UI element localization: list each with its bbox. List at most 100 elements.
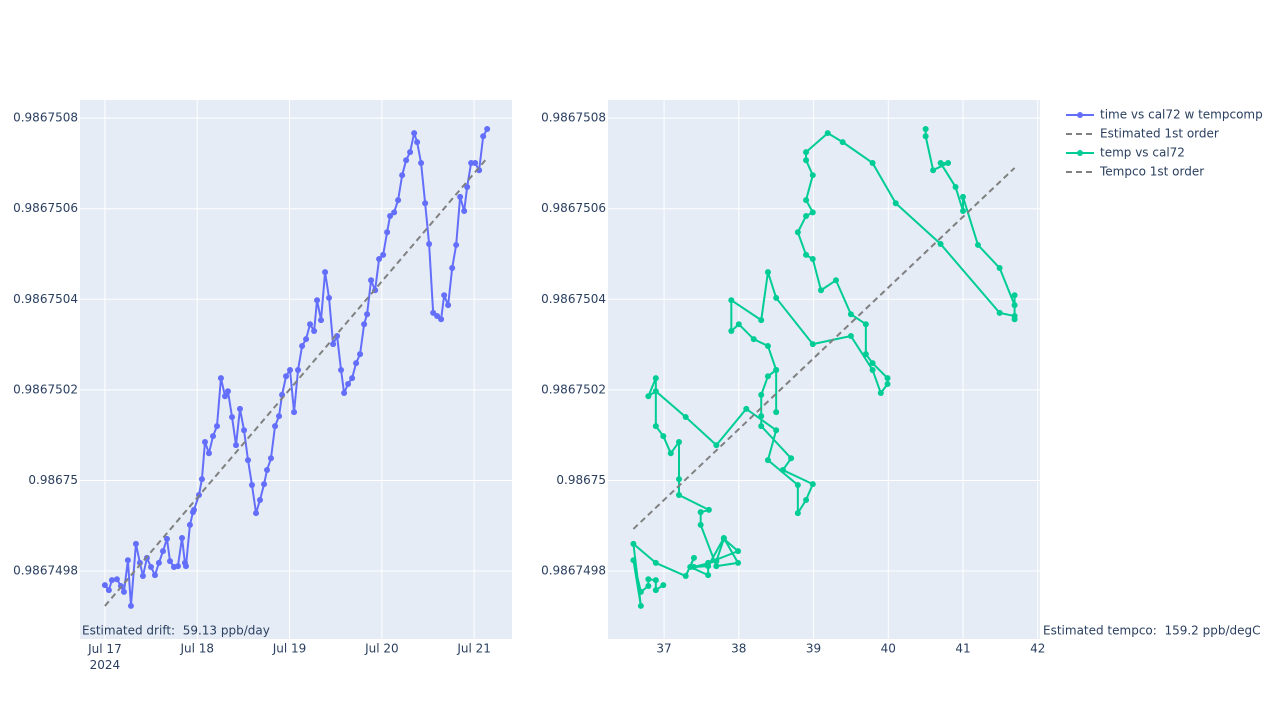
data-point bbox=[179, 534, 185, 541]
data-point bbox=[186, 521, 193, 528]
data-point bbox=[299, 342, 306, 349]
series-line bbox=[632, 128, 1016, 607]
x-tick-label: 38 bbox=[731, 642, 746, 656]
data-point bbox=[245, 457, 251, 464]
data-point bbox=[884, 380, 891, 387]
data-point bbox=[272, 423, 279, 430]
data-point bbox=[690, 554, 697, 561]
data-point bbox=[132, 540, 139, 547]
data-point bbox=[803, 496, 810, 503]
data-point bbox=[952, 183, 959, 190]
data-point bbox=[809, 341, 816, 348]
data-point bbox=[690, 563, 697, 570]
y-tick-label: 0.9867498 bbox=[541, 564, 606, 578]
data-point bbox=[764, 342, 771, 349]
data-point bbox=[788, 455, 795, 462]
data-point bbox=[139, 573, 146, 580]
data-point bbox=[264, 467, 271, 474]
y-tick-label: 0.9867508 bbox=[541, 111, 606, 125]
data-point bbox=[318, 317, 325, 324]
data-point bbox=[794, 482, 801, 488]
legend-marker bbox=[1077, 150, 1083, 156]
data-point bbox=[167, 558, 173, 565]
data-point bbox=[697, 509, 704, 516]
data-point bbox=[764, 373, 771, 380]
y-tick-label: 0.98675 bbox=[28, 473, 78, 487]
data-point bbox=[105, 587, 112, 594]
x-tick-label: 39 bbox=[806, 642, 821, 656]
data-point bbox=[287, 366, 293, 373]
data-point bbox=[1011, 302, 1018, 309]
data-point bbox=[758, 391, 765, 398]
data-point bbox=[387, 212, 394, 219]
data-point bbox=[303, 336, 310, 343]
x-tick-label: 37 bbox=[656, 642, 671, 656]
data-point bbox=[241, 427, 248, 434]
data-point bbox=[862, 351, 869, 358]
data-point bbox=[779, 467, 786, 474]
data-point bbox=[922, 125, 929, 132]
data-point bbox=[461, 207, 468, 214]
data-point bbox=[682, 573, 689, 580]
data-point bbox=[637, 588, 644, 595]
y-tick-label: 0.9867502 bbox=[13, 382, 78, 396]
data-point bbox=[630, 540, 637, 547]
data-point bbox=[809, 481, 816, 488]
data-point bbox=[210, 433, 217, 440]
data-point bbox=[735, 321, 742, 328]
data-point bbox=[233, 442, 239, 449]
series-line bbox=[632, 167, 1016, 530]
data-point bbox=[877, 390, 884, 397]
data-point bbox=[803, 197, 810, 204]
data-point bbox=[198, 476, 205, 483]
data-point bbox=[283, 373, 290, 380]
data-point bbox=[453, 241, 460, 248]
x-tick-label: Jul 20 bbox=[364, 642, 399, 656]
x-tick-label: 41 bbox=[955, 642, 970, 656]
data-point bbox=[832, 277, 839, 284]
data-point bbox=[326, 294, 333, 301]
y-tick-label: 0.9867506 bbox=[541, 201, 606, 215]
data-point bbox=[809, 209, 816, 216]
data-point bbox=[361, 321, 368, 328]
data-point bbox=[869, 159, 876, 166]
data-point bbox=[253, 510, 260, 517]
data-point bbox=[399, 172, 406, 179]
data-point bbox=[713, 442, 720, 449]
data-point bbox=[124, 557, 131, 564]
data-point bbox=[847, 311, 854, 318]
data-point bbox=[391, 209, 398, 216]
data-point bbox=[803, 251, 810, 258]
data-point bbox=[276, 413, 283, 420]
data-point bbox=[449, 265, 456, 272]
x-tick-label: Jul 19 bbox=[272, 642, 307, 656]
data-point bbox=[705, 563, 712, 570]
series-line bbox=[104, 128, 489, 607]
data-point bbox=[862, 321, 869, 328]
data-point bbox=[163, 535, 170, 542]
data-point bbox=[735, 548, 742, 555]
data-point bbox=[113, 576, 120, 583]
data-point bbox=[667, 450, 674, 457]
data-point bbox=[937, 159, 944, 166]
data-point bbox=[291, 409, 298, 416]
y-tick-label: 0.9867504 bbox=[541, 292, 606, 306]
plot-background bbox=[608, 100, 1040, 639]
data-point bbox=[395, 197, 402, 204]
data-point bbox=[484, 125, 491, 132]
legend-label: time vs cal72 w tempcomp bbox=[1100, 108, 1263, 122]
data-point bbox=[1011, 316, 1018, 323]
data-point bbox=[750, 336, 757, 343]
data-point bbox=[794, 229, 801, 236]
x-tick-label: 42 bbox=[1030, 642, 1045, 656]
data-point bbox=[229, 414, 236, 421]
data-point bbox=[205, 450, 212, 457]
data-point bbox=[705, 506, 712, 513]
data-point bbox=[996, 309, 1003, 316]
data-point bbox=[630, 557, 637, 564]
data-point bbox=[847, 332, 854, 339]
y-tick-label: 0.9867502 bbox=[541, 382, 606, 396]
data-point bbox=[311, 328, 318, 334]
data-point bbox=[758, 413, 765, 420]
